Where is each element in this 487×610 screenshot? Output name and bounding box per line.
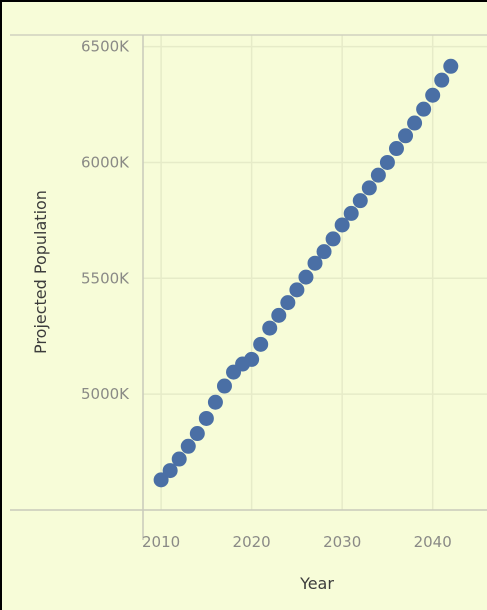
data-point bbox=[289, 282, 305, 298]
data-point bbox=[298, 269, 314, 285]
y-tick-label: 6500K bbox=[81, 38, 130, 56]
data-point bbox=[262, 320, 278, 336]
data-point bbox=[271, 307, 287, 323]
data-point bbox=[171, 451, 187, 467]
data-point bbox=[153, 472, 169, 488]
y-tick-label: 6000K bbox=[81, 153, 130, 171]
data-point bbox=[416, 101, 432, 117]
grid bbox=[143, 35, 487, 510]
data-point bbox=[334, 217, 350, 233]
data-point bbox=[253, 336, 269, 352]
x-tick-label: 2020 bbox=[233, 533, 271, 551]
x-tick-label: 2010 bbox=[142, 533, 180, 551]
data-point bbox=[180, 438, 196, 454]
data-point bbox=[280, 295, 296, 311]
y-axis-title: Projected Population bbox=[31, 190, 50, 354]
data-point bbox=[443, 58, 459, 74]
data-point bbox=[352, 193, 368, 209]
data-point bbox=[316, 244, 332, 260]
data-point bbox=[207, 394, 223, 410]
data-point bbox=[198, 410, 214, 426]
data-point bbox=[370, 167, 386, 183]
x-tick-label: 2030 bbox=[323, 533, 361, 551]
data-point bbox=[361, 180, 377, 196]
data-point bbox=[244, 351, 260, 367]
data-point bbox=[216, 378, 232, 394]
data-point bbox=[407, 115, 423, 131]
data-points bbox=[153, 58, 459, 488]
axes bbox=[10, 34, 487, 540]
y-tick-label: 5500K bbox=[81, 269, 130, 287]
data-point bbox=[379, 154, 395, 170]
tick-labels: 5000K 5500K 6000K 6500K 2010 2020 2030 2040 bbox=[81, 38, 452, 551]
data-point bbox=[162, 463, 178, 479]
data-point bbox=[398, 128, 414, 144]
data-point bbox=[189, 426, 205, 442]
x-axis-title: Year bbox=[299, 574, 334, 593]
data-point bbox=[307, 255, 323, 271]
data-point bbox=[325, 231, 341, 247]
data-point bbox=[425, 87, 441, 103]
data-point bbox=[434, 72, 450, 88]
data-point bbox=[388, 141, 404, 157]
y-tick-label: 5000K bbox=[81, 385, 130, 403]
data-point bbox=[343, 205, 359, 221]
x-tick-label: 2040 bbox=[414, 533, 452, 551]
